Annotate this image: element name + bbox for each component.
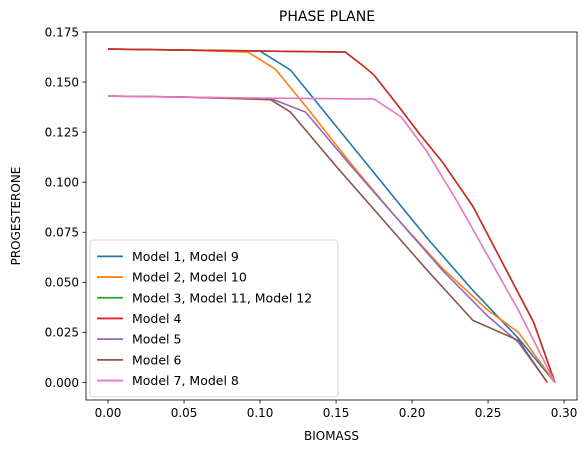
- series-line-4: [108, 48, 556, 383]
- y-tick-label: 0.175: [45, 25, 79, 39]
- x-tick-label: 0.10: [247, 406, 274, 420]
- y-axis: 0.000 0.025 0.050 0.075 0.100 0.125 0.150 0.175: [45, 25, 86, 390]
- y-axis-label: PROGESTERONE: [9, 167, 23, 266]
- legend-entry-label: Model 7, Model 8: [132, 373, 239, 388]
- x-tick-label: 0.25: [475, 406, 502, 420]
- legend: Model 1, Model 9 Model 2, Model 10 Model 3…: [89, 239, 339, 398]
- series-layer: [108, 48, 556, 383]
- y-tick-label: 0.050: [45, 276, 79, 290]
- series-line-7: [108, 95, 556, 383]
- legend-entry-label: Model 4: [132, 311, 182, 326]
- legend-entry-label: Model 1, Model 9: [132, 249, 239, 264]
- y-tick-label: 0.150: [45, 75, 79, 89]
- x-tick-label: 0.20: [399, 406, 426, 420]
- legend-entry-label: Model 5: [132, 332, 181, 347]
- plot-frame: [85, 31, 578, 401]
- legend-entry-label: Model 3, Model 11, Model 12: [132, 290, 312, 305]
- chart-title: PHASE PLANE: [279, 9, 375, 25]
- y-tick-label: 0.125: [45, 125, 79, 139]
- y-tick-label: 0.100: [45, 176, 79, 190]
- legend-entry-label: Model 6: [132, 352, 182, 367]
- x-tick-label: 0.00: [95, 406, 122, 420]
- x-axis: 0.00 0.05 0.10 0.15 0.20 0.25 0.30: [95, 400, 578, 420]
- legend-box: [89, 239, 339, 398]
- y-tick-label: 0.000: [45, 376, 79, 390]
- x-tick-label: 0.15: [323, 406, 350, 420]
- x-tick-label: 0.05: [171, 406, 198, 420]
- x-axis-label: BIOMASS: [304, 429, 359, 443]
- x-tick-label: 0.30: [551, 406, 578, 420]
- legend-entry-label: Model 2, Model 10: [132, 270, 247, 285]
- y-tick-label: 0.025: [45, 326, 79, 340]
- y-tick-label: 0.075: [45, 226, 79, 240]
